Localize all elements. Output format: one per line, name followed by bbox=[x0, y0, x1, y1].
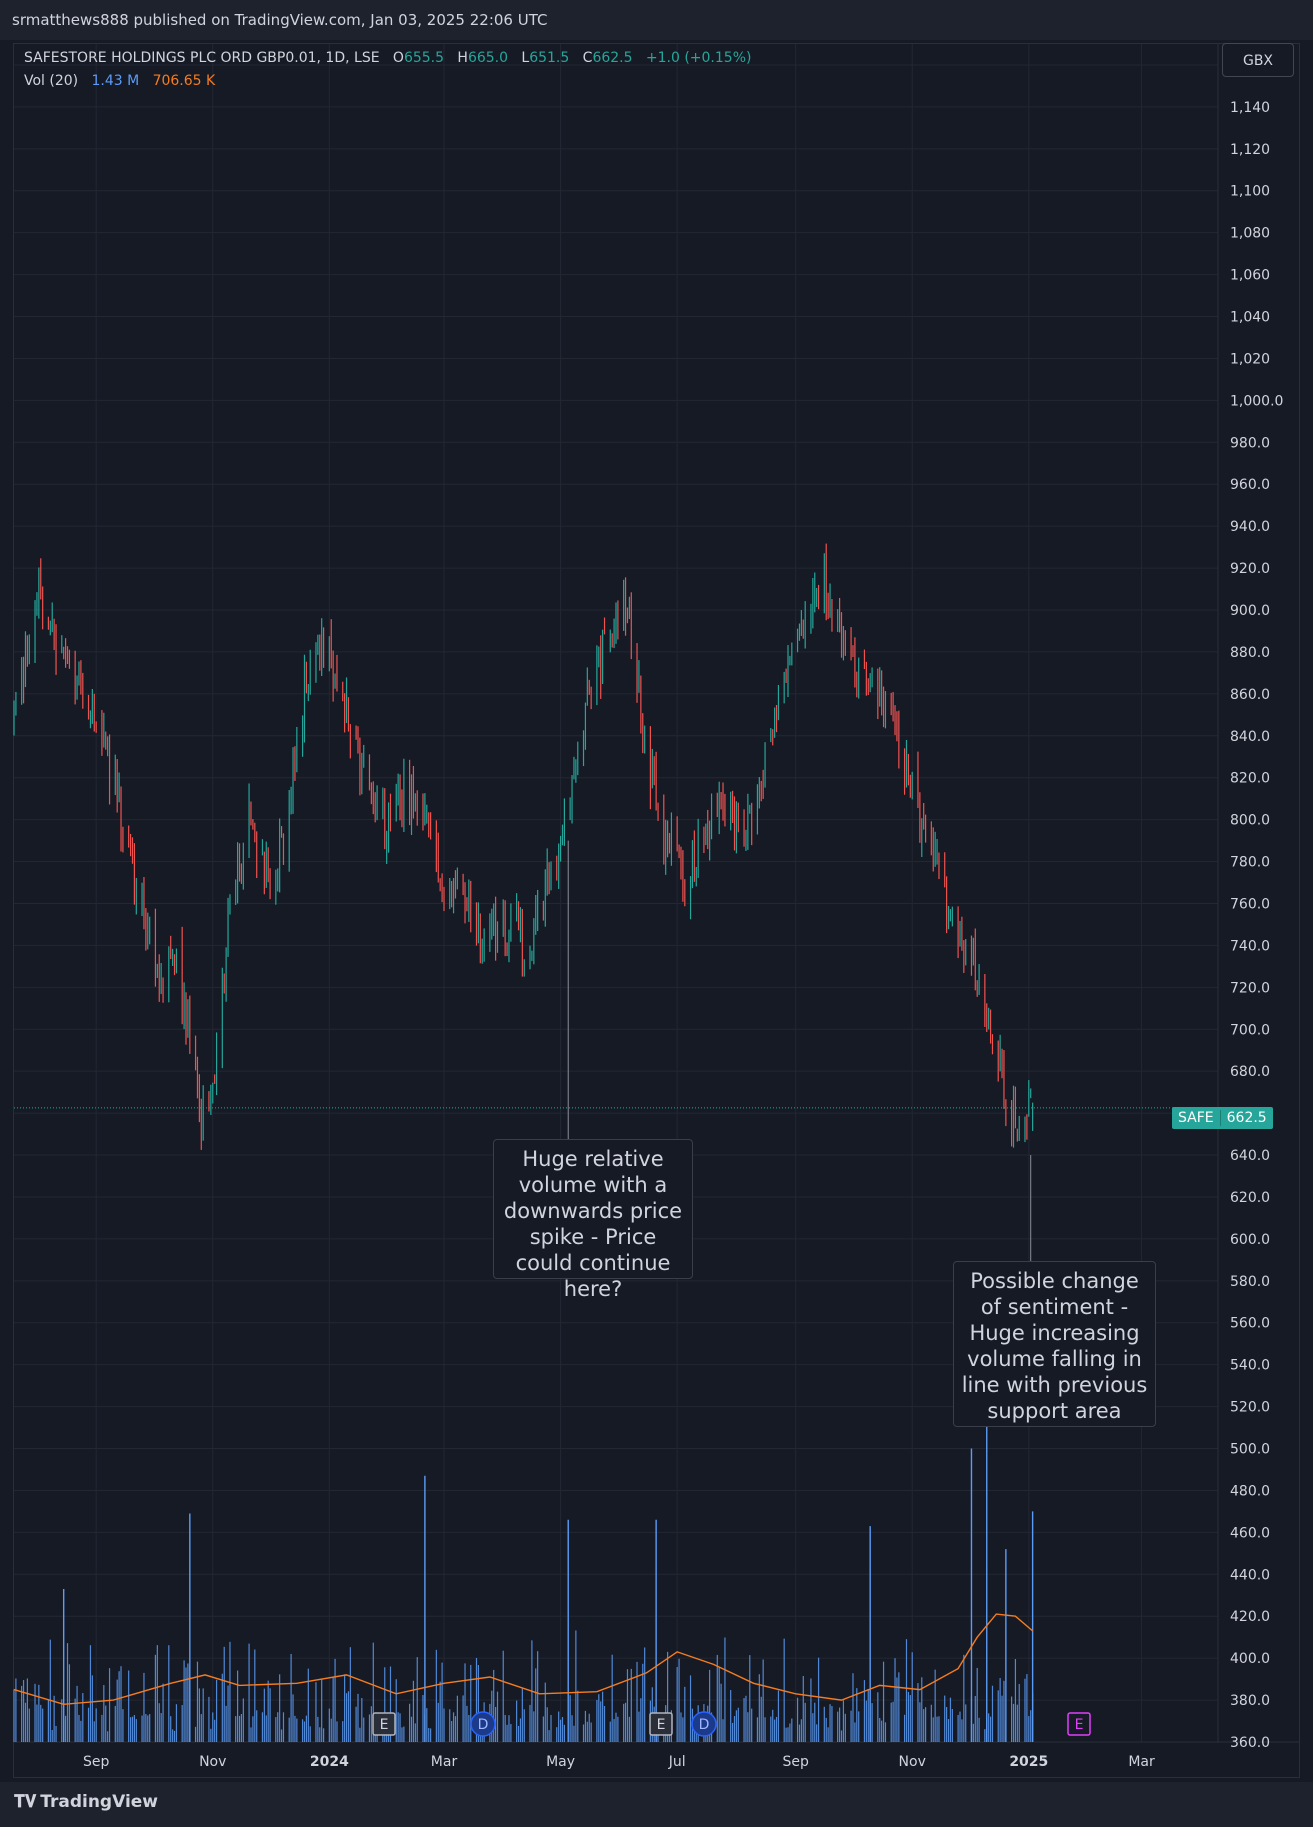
volume-label: Vol (20) bbox=[24, 73, 79, 89]
chart-frame bbox=[13, 43, 1300, 1778]
volume-ma-value: 706.65 K bbox=[152, 73, 216, 89]
y-tick-label: 380.0 bbox=[1230, 1693, 1270, 1709]
y-tick-label: 580.0 bbox=[1230, 1274, 1270, 1290]
x-tick-label: Mar bbox=[431, 1754, 458, 1770]
y-tick-label: 1,060 bbox=[1230, 268, 1270, 284]
open-value: 655.5 bbox=[403, 50, 445, 66]
x-tick-label: May bbox=[546, 1754, 575, 1770]
high-label: H bbox=[457, 50, 468, 66]
candlestick-series bbox=[13, 543, 1034, 1150]
y-tick-label: 1,000.0 bbox=[1230, 393, 1283, 409]
y-tick-label: 1,040 bbox=[1230, 310, 1270, 326]
x-tick-label: Nov bbox=[899, 1754, 926, 1770]
y-tick-label: 900.0 bbox=[1230, 603, 1270, 619]
brand-text: TradingView bbox=[40, 1792, 159, 1812]
event-marker-label: E bbox=[1075, 1717, 1084, 1733]
price-tag-ticker: SAFE bbox=[1178, 1110, 1214, 1126]
y-tick-label: 480.0 bbox=[1230, 1483, 1270, 1499]
volume-bars bbox=[13, 1301, 1034, 1742]
y-tick-label: 760.0 bbox=[1230, 896, 1270, 912]
y-tick-label: 980.0 bbox=[1230, 435, 1270, 451]
publisher-bar: srmatthews888 published on TradingView.c… bbox=[0, 0, 1313, 40]
x-tick-label: Jul bbox=[668, 1754, 686, 1770]
time-axis[interactable]: Sep Nov 2024 Mar May Jul Sep Nov 2025 Mar bbox=[83, 1754, 1155, 1770]
y-tick-label: 960.0 bbox=[1230, 477, 1270, 493]
y-tick-label: 1,100 bbox=[1230, 184, 1270, 200]
event-marker-label: E bbox=[657, 1717, 666, 1733]
chart-legend: SAFESTORE HOLDINGS PLC ORD GBP0.01, 1D, … bbox=[24, 49, 751, 95]
x-tick-label: Sep bbox=[782, 1754, 809, 1770]
earnings-marker bbox=[372, 1712, 396, 1736]
tradingview-logo-icon: 𝐓𝐕 bbox=[14, 1792, 37, 1812]
y-tick-label: 800.0 bbox=[1230, 813, 1270, 829]
annotation-sentiment-change[interactable]: Possible change of sentiment - Huge incr… bbox=[953, 1261, 1156, 1427]
y-tick-label: 1,140 bbox=[1230, 100, 1270, 116]
x-tick-label: 2024 bbox=[310, 1754, 349, 1770]
ohlc-row: SAFESTORE HOLDINGS PLC ORD GBP0.01, 1D, … bbox=[24, 49, 751, 72]
y-tick-label: 540.0 bbox=[1230, 1358, 1270, 1374]
symbol-label: SAFESTORE HOLDINGS PLC ORD GBP0.01, 1D, … bbox=[24, 50, 380, 66]
y-tick-label: 740.0 bbox=[1230, 938, 1270, 954]
tradingview-brand[interactable]: 𝐓𝐕 TradingView bbox=[14, 1792, 158, 1812]
y-tick-label: 1,020 bbox=[1230, 351, 1270, 367]
y-tick-label: 620.0 bbox=[1230, 1190, 1270, 1206]
y-tick-label: 880.0 bbox=[1230, 645, 1270, 661]
currency-button[interactable]: GBX bbox=[1222, 43, 1294, 77]
y-tick-label: 360.0 bbox=[1230, 1735, 1270, 1751]
event-marker-label: D bbox=[699, 1717, 710, 1733]
y-tick-label: 460.0 bbox=[1230, 1525, 1270, 1541]
grid-lines bbox=[14, 44, 1300, 1743]
y-tick-label: 440.0 bbox=[1230, 1567, 1270, 1583]
footer-bar: 𝐓𝐕 TradingView bbox=[0, 1782, 1313, 1827]
y-tick-label: 700.0 bbox=[1230, 1022, 1270, 1038]
annotation-volume-spike[interactable]: Huge relative volume with a downwards pr… bbox=[493, 1139, 693, 1301]
y-tick-label: 1,080 bbox=[1230, 226, 1270, 242]
y-tick-label: 420.0 bbox=[1230, 1609, 1270, 1625]
low-value: 651.5 bbox=[529, 50, 570, 66]
event-marker-label: D bbox=[478, 1717, 489, 1733]
x-tick-label: Sep bbox=[83, 1754, 110, 1770]
y-tick-label: 500.0 bbox=[1230, 1442, 1270, 1458]
close-value: 662.5 bbox=[592, 50, 633, 66]
close-label: C bbox=[582, 50, 593, 66]
volume-row: Vol (20) 1.43 M 706.65 K bbox=[24, 72, 751, 95]
annotation-pointers bbox=[567, 840, 1032, 1261]
y-tick-label: 820.0 bbox=[1230, 771, 1270, 787]
earnings-marker bbox=[1067, 1712, 1091, 1736]
x-tick-label: 2025 bbox=[1009, 1754, 1048, 1770]
y-tick-label: 680.0 bbox=[1230, 1064, 1270, 1080]
low-label: L bbox=[521, 50, 530, 66]
open-label: O bbox=[392, 50, 404, 66]
y-tick-label: 640.0 bbox=[1230, 1148, 1270, 1164]
price-axis[interactable]: 360.0 380.0 400.0 420.0 440.0 460.0 480.0 500.0… bbox=[1230, 58, 1283, 1751]
volume-value: 1.43 M bbox=[91, 73, 140, 89]
dividend-marker bbox=[470, 1711, 496, 1737]
dividend-marker bbox=[691, 1711, 717, 1737]
x-tick-label: Mar bbox=[1128, 1754, 1155, 1770]
y-tick-label: 860.0 bbox=[1230, 687, 1270, 703]
y-tick-label: 520.0 bbox=[1230, 1400, 1270, 1416]
y-tick-label: 840.0 bbox=[1230, 729, 1270, 745]
earnings-marker bbox=[649, 1712, 673, 1736]
price-chart[interactable]: 360.0 380.0 400.0 420.0 440.0 460.0 480.0 500.0… bbox=[0, 0, 1313, 1782]
high-value: 665.0 bbox=[467, 50, 509, 66]
event-marker-label: E bbox=[380, 1717, 389, 1733]
y-tick-label: 780.0 bbox=[1230, 855, 1270, 871]
y-tick-label: 1,120 bbox=[1230, 142, 1270, 158]
y-tick-label: 400.0 bbox=[1230, 1651, 1270, 1667]
y-tick-label: 720.0 bbox=[1230, 980, 1270, 996]
x-tick-label: Nov bbox=[199, 1754, 226, 1770]
volume-ma-line bbox=[13, 1613, 1034, 1706]
y-tick-label: 560.0 bbox=[1230, 1316, 1270, 1332]
change-value: +1.0 (+0.15%) bbox=[645, 50, 752, 66]
publisher-text: srmatthews888 published on TradingView.c… bbox=[12, 11, 548, 29]
price-tag: SAFE 662.5 bbox=[1172, 1107, 1273, 1129]
y-tick-label: 920.0 bbox=[1230, 561, 1270, 577]
y-tick-label: 600.0 bbox=[1230, 1232, 1270, 1248]
y-tick-label: 940.0 bbox=[1230, 519, 1270, 535]
price-tag-price: 662.5 bbox=[1219, 1110, 1273, 1126]
